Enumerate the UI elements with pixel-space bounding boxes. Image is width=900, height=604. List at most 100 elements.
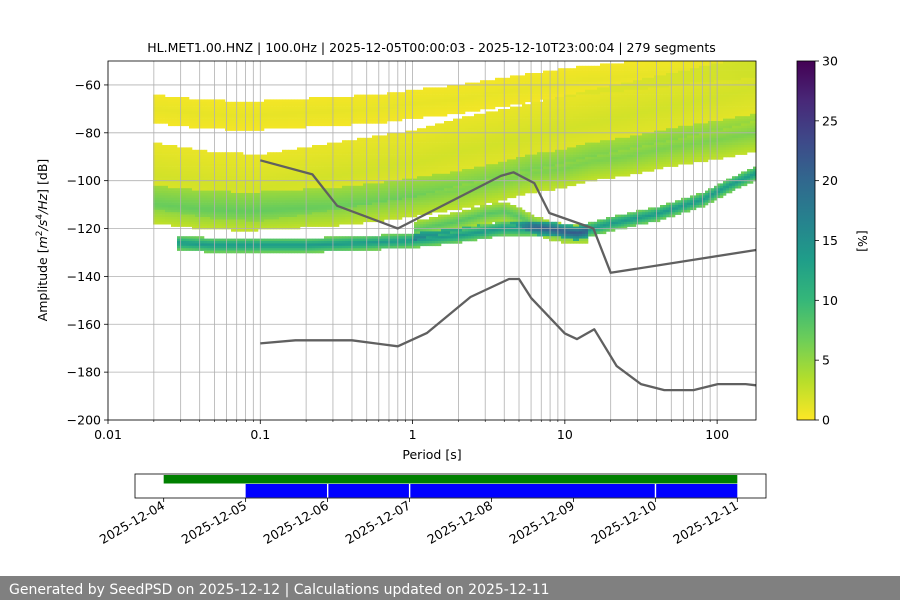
heatmap-cell	[219, 219, 223, 223]
heatmap-cell	[426, 152, 430, 155]
heatmap-cell	[285, 109, 289, 112]
heatmap-cell	[369, 154, 373, 158]
heatmap-cell	[345, 166, 349, 170]
heatmap-cell	[264, 243, 268, 247]
heatmap-cell	[177, 200, 181, 203]
heatmap-cell	[414, 109, 418, 112]
heatmap-cell	[282, 152, 286, 155]
heatmap-cell	[156, 164, 160, 167]
heatmap-cell	[207, 178, 211, 182]
heatmap-cell	[327, 106, 331, 110]
heatmap-cell	[237, 245, 241, 249]
heatmap-cell	[363, 243, 367, 247]
heatmap-cell	[195, 185, 199, 189]
heatmap-cell	[402, 245, 406, 249]
heatmap-cell	[264, 171, 268, 175]
heatmap-cell	[426, 128, 430, 131]
heatmap-cell	[342, 183, 346, 187]
heatmap-cell	[372, 190, 376, 194]
heatmap-cell	[306, 193, 310, 196]
heatmap-cell	[183, 123, 187, 127]
heatmap-cell	[432, 197, 436, 201]
heatmap-cell	[399, 159, 403, 163]
heatmap-cell	[288, 197, 292, 201]
heatmap-cell	[216, 226, 220, 230]
heatmap-cell	[333, 183, 337, 187]
heatmap-cell	[348, 248, 352, 251]
heatmap-cell	[174, 121, 178, 124]
heatmap-cell	[312, 183, 316, 187]
heatmap-cell	[315, 197, 319, 201]
heatmap-cell	[279, 217, 283, 220]
heatmap-cell	[390, 116, 394, 119]
heatmap-cell	[351, 106, 355, 110]
heatmap-cell	[306, 159, 310, 163]
heatmap-cell	[315, 159, 319, 163]
heatmap-cell	[294, 99, 298, 103]
heatmap-cell	[192, 243, 196, 247]
heatmap-cell	[426, 130, 430, 134]
heatmap-cell	[222, 200, 226, 203]
heatmap-cell	[273, 125, 277, 129]
heatmap-cell	[351, 118, 355, 122]
heatmap-cell	[165, 181, 169, 184]
heatmap-cell	[438, 207, 442, 211]
heatmap-cell	[207, 125, 211, 129]
heatmap-cell	[345, 145, 349, 148]
heatmap-cell	[420, 190, 424, 194]
heatmap-cell	[351, 159, 355, 163]
heatmap-cell	[315, 97, 319, 100]
heatmap-cell	[195, 226, 199, 230]
heatmap-cell	[384, 178, 388, 182]
heatmap-cell	[375, 94, 379, 98]
heatmap-cell	[339, 243, 343, 247]
heatmap-cell	[222, 166, 226, 170]
heatmap-cell	[210, 173, 214, 177]
heatmap-cell	[357, 121, 361, 124]
heatmap-cell	[210, 166, 214, 170]
heatmap-cell	[300, 205, 304, 208]
heatmap-cell	[435, 142, 439, 146]
heatmap-cell	[153, 209, 157, 213]
heatmap-cell	[348, 111, 352, 115]
heatmap-cell	[267, 173, 271, 177]
heatmap-cell	[168, 97, 172, 100]
heatmap-cell	[333, 197, 337, 201]
heatmap-cell	[423, 173, 427, 177]
heatmap-cell	[378, 171, 382, 175]
heatmap-cell	[303, 188, 307, 191]
heatmap-cell	[408, 169, 412, 172]
heatmap-cell	[237, 200, 241, 203]
heatmap-cell	[159, 164, 163, 167]
heatmap-cell	[159, 166, 163, 170]
heatmap-cell	[399, 197, 403, 201]
heatmap-cell	[279, 207, 283, 211]
heatmap-cell	[240, 197, 244, 201]
heatmap-cell	[195, 221, 199, 225]
heatmap-cell	[180, 200, 184, 203]
heatmap-cell	[204, 101, 208, 105]
heatmap-cell	[159, 193, 163, 196]
heatmap-cell	[432, 137, 436, 141]
heatmap-cell	[285, 245, 289, 249]
heatmap-cell	[168, 193, 172, 196]
heatmap-cell	[264, 178, 268, 182]
heatmap-cell	[222, 224, 226, 227]
heatmap-cell	[183, 209, 187, 213]
heatmap-cell	[435, 200, 439, 203]
heatmap-cell	[321, 164, 325, 167]
heatmap-cell	[216, 104, 220, 107]
heatmap-cell	[153, 121, 157, 124]
heatmap-cell	[408, 135, 412, 139]
heatmap-cell	[177, 209, 181, 213]
heatmap-cell	[195, 214, 199, 218]
heatmap-cell	[321, 161, 325, 165]
heatmap-cell	[291, 104, 295, 107]
heatmap-cell	[276, 178, 280, 182]
heatmap-cell	[180, 99, 184, 103]
heatmap-cell	[420, 200, 424, 203]
heatmap-cell	[333, 243, 337, 247]
heatmap-cell	[306, 209, 310, 213]
heatmap-cell	[156, 209, 160, 213]
heatmap-cell	[249, 178, 253, 182]
